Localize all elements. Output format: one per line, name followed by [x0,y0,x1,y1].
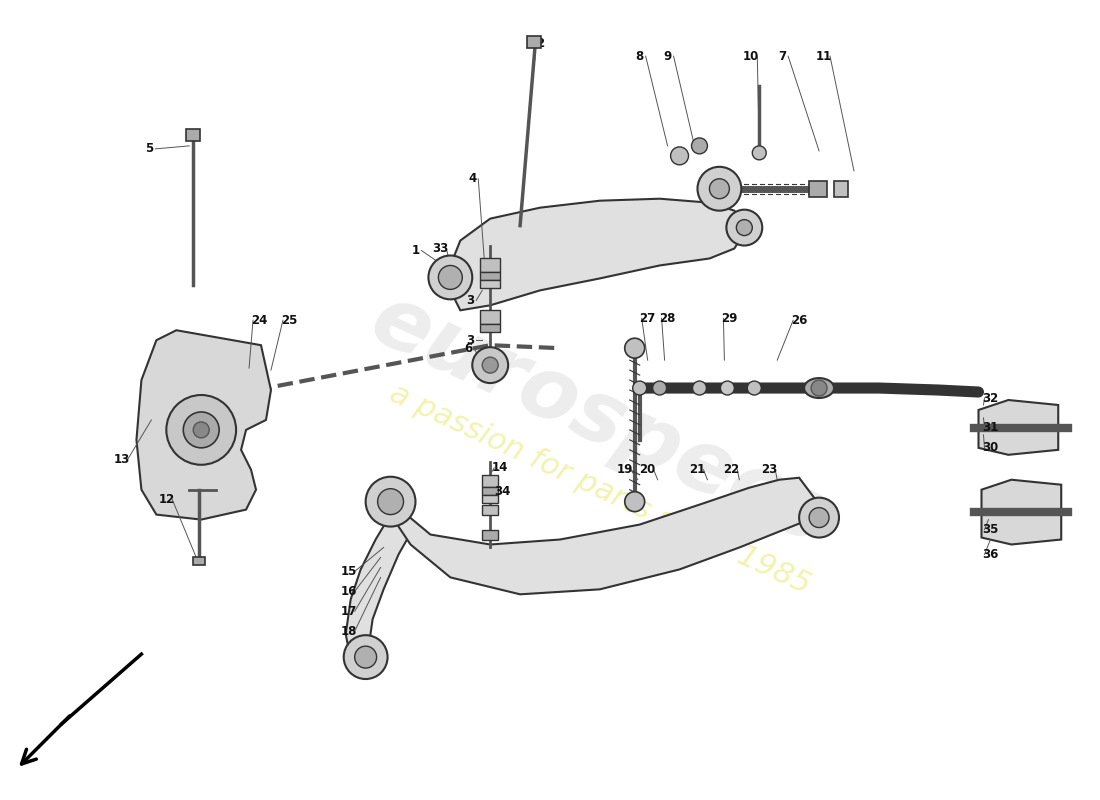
Bar [482,530,498,539]
Text: 20: 20 [639,463,656,476]
Circle shape [747,381,761,395]
Circle shape [428,255,472,299]
Circle shape [354,646,376,668]
Text: 33: 33 [432,242,449,255]
Circle shape [697,167,741,210]
Text: 14: 14 [492,462,508,474]
Bar [194,558,206,566]
Text: 11: 11 [816,50,833,62]
Text: 31: 31 [982,422,999,434]
Bar [186,129,200,141]
Circle shape [811,380,827,396]
Text: 22: 22 [723,463,739,476]
Bar [481,273,500,281]
Polygon shape [390,478,829,594]
Circle shape [710,178,729,198]
Circle shape [726,210,762,246]
Text: 23: 23 [761,463,778,476]
Text: 7: 7 [778,50,786,62]
Text: a passion for parts since 1985: a passion for parts since 1985 [385,379,815,600]
Text: 18: 18 [341,625,356,638]
Circle shape [736,220,752,235]
Circle shape [377,489,404,514]
Polygon shape [450,198,745,310]
Circle shape [810,508,829,527]
Circle shape [671,147,689,165]
Circle shape [184,412,219,448]
Bar [482,494,498,502]
Text: 28: 28 [659,312,675,325]
Text: 17: 17 [341,605,356,618]
Text: 30: 30 [982,442,999,454]
Circle shape [166,395,236,465]
Text: 34: 34 [494,485,510,498]
Circle shape [439,266,462,290]
Text: 13: 13 [113,454,130,466]
Circle shape [365,477,416,526]
Polygon shape [136,330,271,519]
Circle shape [194,422,209,438]
Text: 8: 8 [636,50,644,62]
Circle shape [472,347,508,383]
Bar [481,281,500,288]
Text: 27: 27 [639,312,656,325]
Text: 24: 24 [251,314,267,326]
Text: 6: 6 [464,342,472,354]
Text: 25: 25 [280,314,297,326]
Circle shape [632,381,647,395]
Circle shape [625,492,645,512]
Text: 3: 3 [466,294,474,307]
Bar [482,486,498,494]
Circle shape [692,138,707,154]
Text: 26: 26 [791,314,807,326]
Text: 16: 16 [341,585,356,598]
Circle shape [482,357,498,373]
Text: 19: 19 [617,463,632,476]
Text: 4: 4 [469,172,476,186]
Text: 32: 32 [982,391,999,405]
Circle shape [799,498,839,538]
Text: 15: 15 [341,565,356,578]
Text: 29: 29 [722,312,738,325]
Polygon shape [981,480,1062,545]
Circle shape [720,381,735,395]
Ellipse shape [804,378,834,398]
Bar [834,181,848,197]
Circle shape [752,146,767,160]
Text: 21: 21 [690,463,705,476]
Text: 9: 9 [663,50,672,62]
Bar [482,505,498,514]
Text: 36: 36 [982,548,999,561]
Text: 35: 35 [982,523,999,536]
Text: eurospecs: eurospecs [358,278,842,562]
Polygon shape [979,400,1058,455]
Bar [527,36,541,48]
Text: 12: 12 [158,493,175,506]
Circle shape [652,381,667,395]
Circle shape [693,381,706,395]
Circle shape [625,338,645,358]
Circle shape [343,635,387,679]
Bar [481,324,500,332]
Bar [482,474,498,486]
Text: 2: 2 [536,37,544,50]
Bar [810,181,827,197]
Text: 3: 3 [466,334,474,346]
Bar [481,310,500,324]
Text: 1: 1 [411,244,419,257]
Text: 5: 5 [145,142,154,155]
Polygon shape [345,514,416,667]
Text: 10: 10 [744,50,759,62]
Bar [481,258,500,273]
